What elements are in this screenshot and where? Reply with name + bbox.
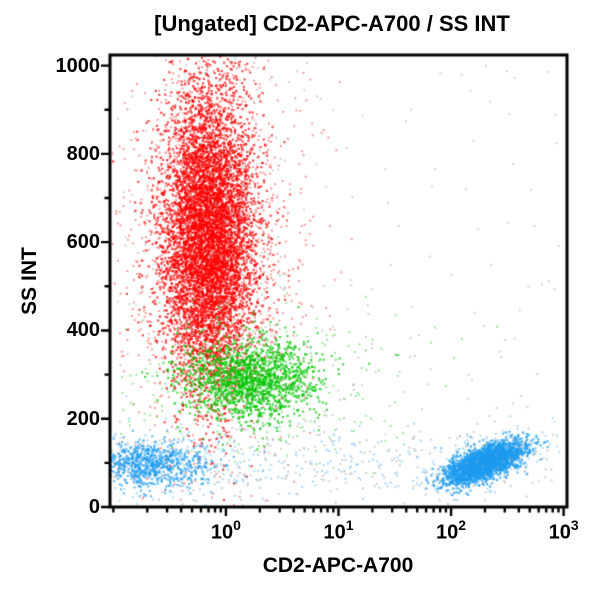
y-tick-label: 600 [66, 231, 100, 254]
y-tick-label: 800 [66, 142, 100, 165]
x-tick-label: 100 [210, 517, 241, 544]
chart-title: [Ungated] CD2-APC-A700 / SS INT [154, 11, 510, 36]
x-tick-label: 102 [436, 517, 467, 544]
x-tick-label: 101 [323, 517, 354, 544]
x-tick-label: 103 [548, 517, 579, 544]
y-axis-label: SS INT [18, 247, 41, 315]
y-tick-label: 1000 [55, 54, 101, 77]
y-tick-label: 200 [66, 407, 100, 430]
y-tick-label: 0 [88, 496, 100, 518]
x-axis-label: CD2-APC-A700 [262, 554, 414, 577]
y-tick-label: 400 [66, 319, 100, 342]
